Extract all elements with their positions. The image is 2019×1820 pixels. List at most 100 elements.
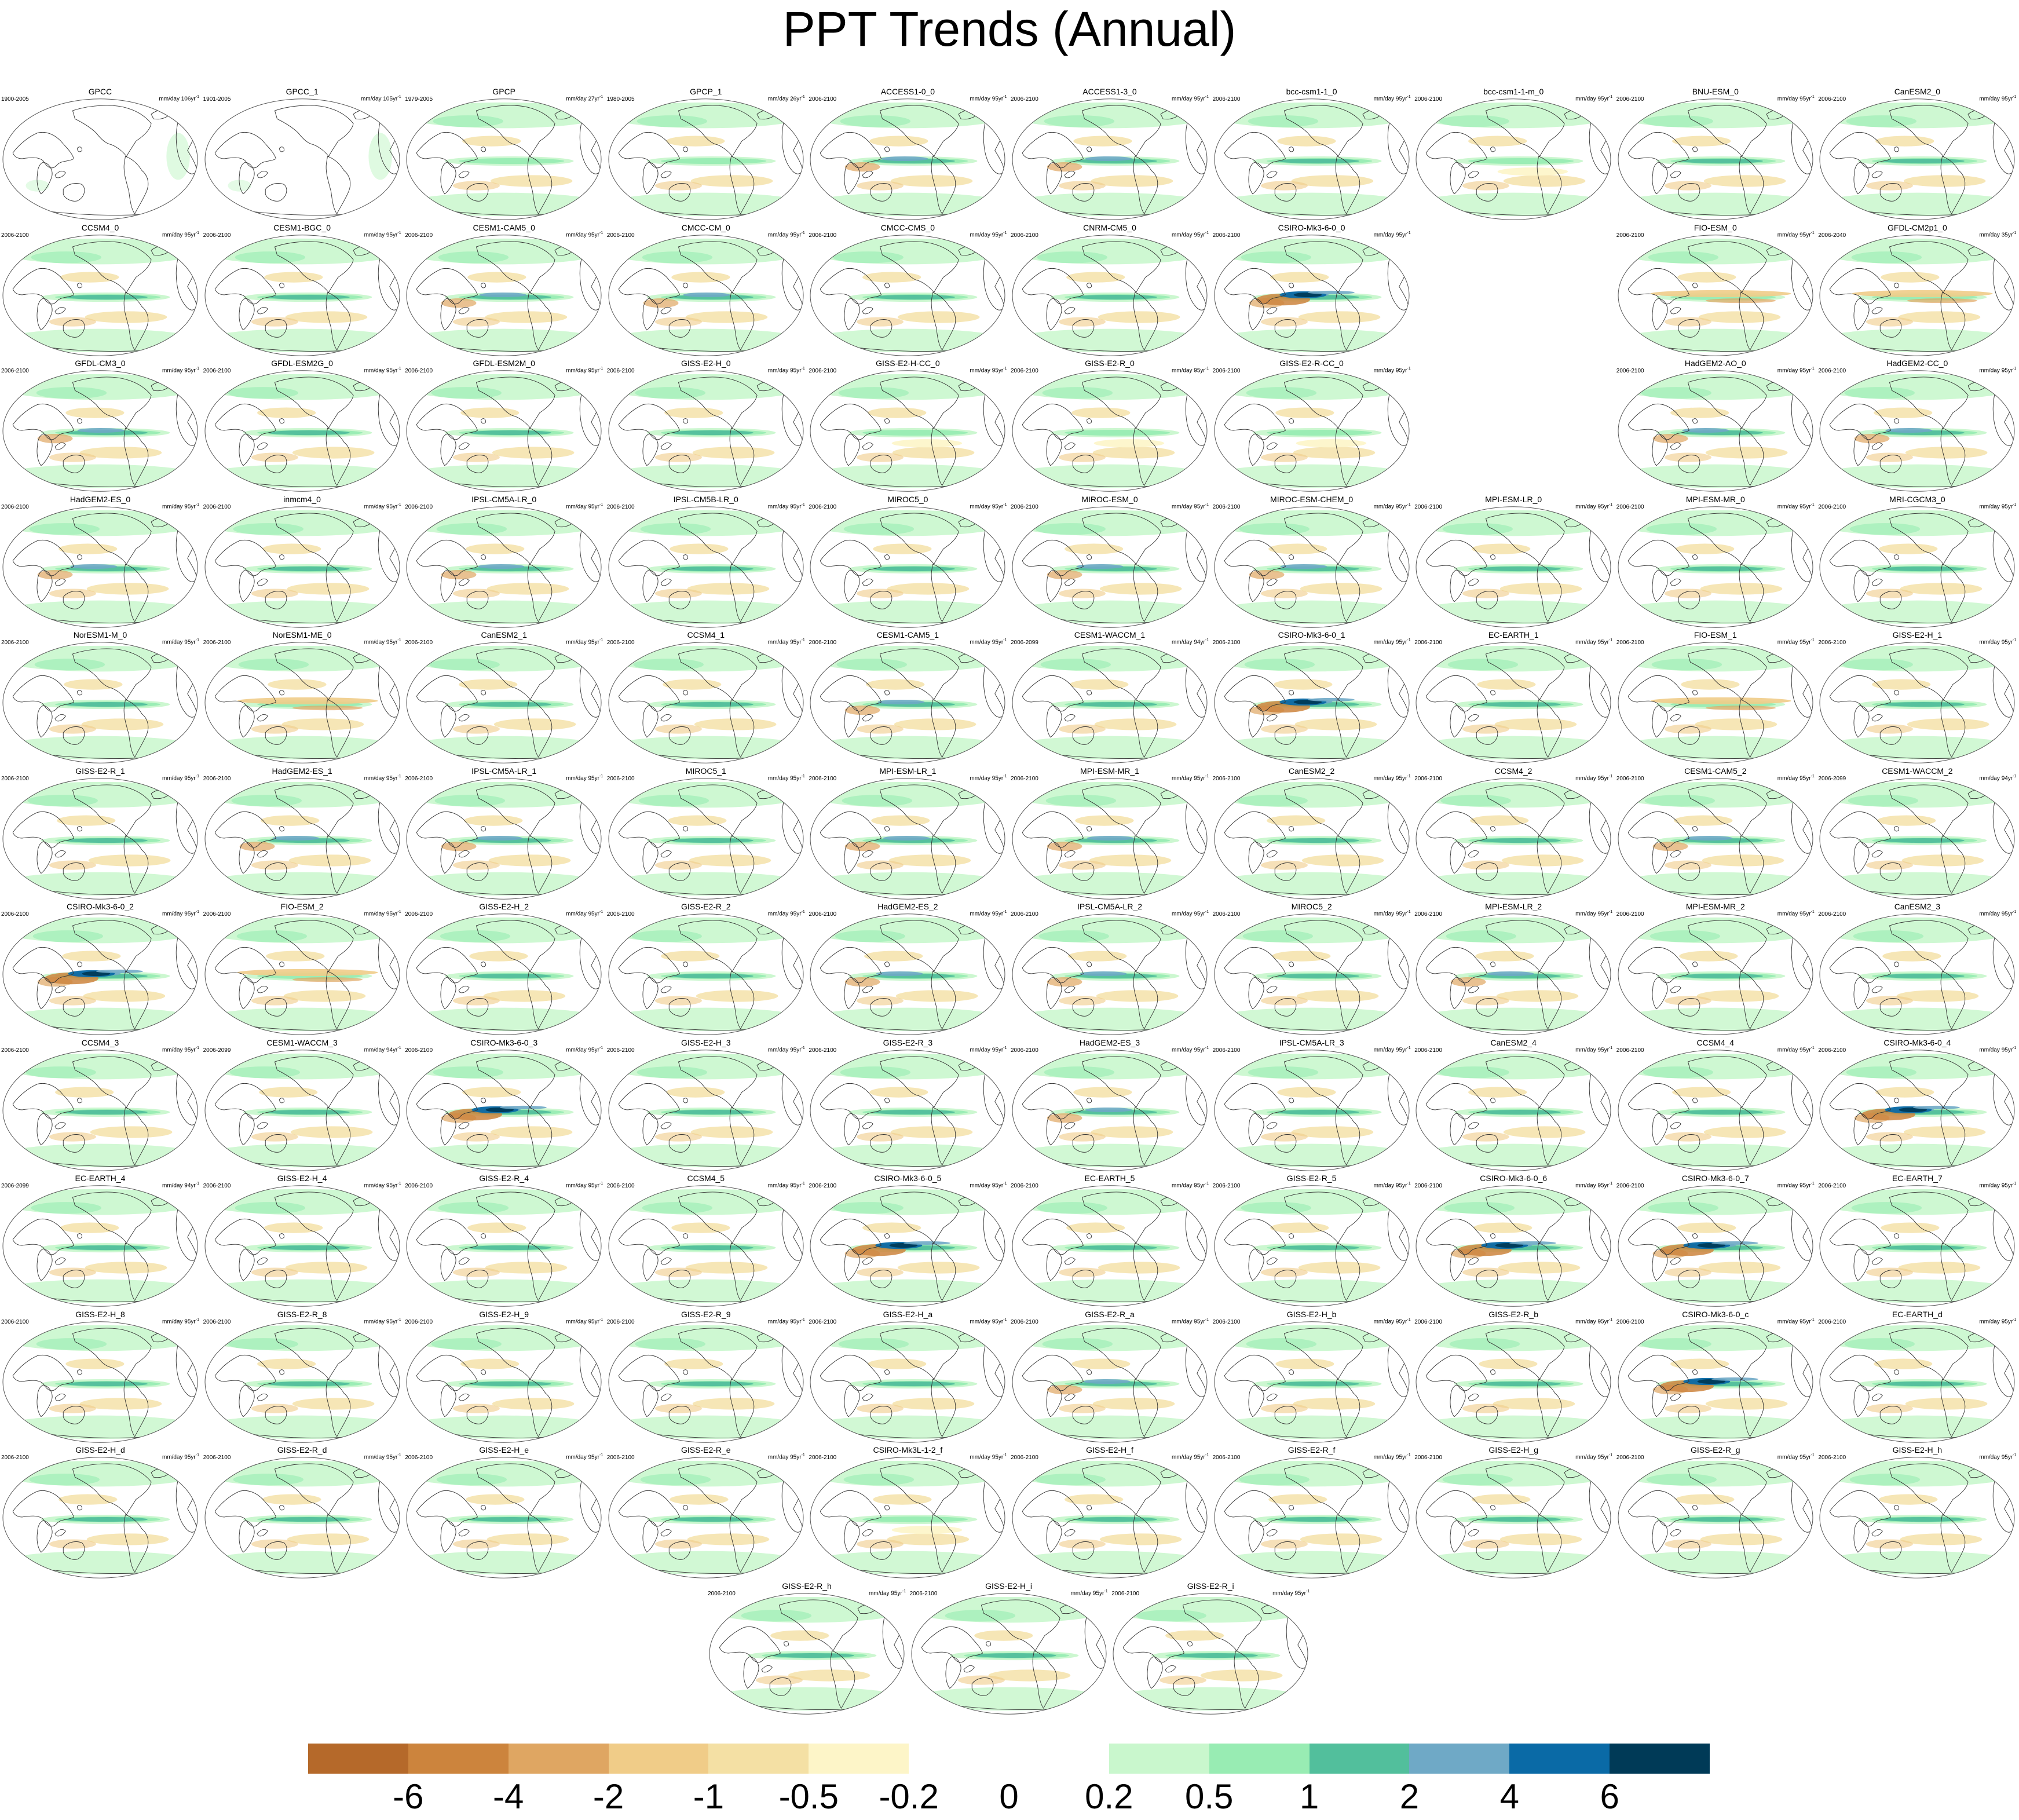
map-panel: inmcm4_0 2006-2100 mm/day 95yr-1: [202, 495, 403, 629]
panel-title: CSIRO-Mk3-6-0_6: [1480, 1174, 1548, 1183]
panel-period: 2006-2100: [203, 503, 231, 510]
panel-units: mm/day 95yr-1: [1979, 94, 2016, 103]
panel-period: 2006-2100: [809, 639, 837, 646]
precip-trend-map: [1618, 1185, 1813, 1307]
panel-period: 2006-2100: [203, 639, 231, 646]
panel-period: 2006-2100: [405, 775, 433, 782]
panel-units-exponent: -1: [801, 367, 805, 371]
map-panel: GISS-E2-H_1 2006-2100 mm/day 95yr-1: [1817, 630, 2017, 765]
colorbar-swatch: [1610, 1744, 1710, 1774]
panel-period: 1900-2005: [1, 96, 29, 103]
precip-trend-map: [1214, 1049, 1410, 1171]
panel-units-exponent: -1: [1810, 774, 1815, 779]
panel-units-exponent: -1: [397, 1317, 401, 1322]
colorbar-swatch: [708, 1744, 809, 1774]
panel-units: mm/day 95yr-1: [566, 909, 603, 918]
panel-units-text: mm/day 95yr: [1373, 503, 1407, 510]
panel-title: CSIRO-Mk3-6-0_4: [1883, 1037, 1951, 1047]
panel-units: mm/day 95yr-1: [970, 1181, 1007, 1189]
panel-period: 2006-2100: [1616, 368, 1644, 374]
map-panel: GPCC_1 1901-2005 mm/day 105yr-1: [202, 87, 403, 221]
colorbar-swatch: [1009, 1744, 1110, 1774]
panel-period: 2006-2100: [909, 1590, 938, 1597]
precip-trend-map: [1012, 642, 1208, 763]
panel-units: mm/day 106yr-1: [159, 94, 199, 103]
panel-title: inmcm4_0: [283, 494, 321, 504]
panel-units-text: mm/day 95yr: [1373, 96, 1407, 103]
map-panel: CCSM4_2 2006-2100 mm/day 95yr-1: [1413, 766, 1614, 901]
panel-units-exponent: -1: [195, 638, 199, 642]
panel-title: GISS-E2-R_9: [681, 1309, 731, 1319]
panel-units: mm/day 95yr-1: [970, 1317, 1007, 1325]
panel-units-text: mm/day 95yr: [1373, 911, 1407, 918]
panel-units: mm/day 95yr-1: [1374, 1181, 1411, 1189]
panel-title: GISS-E2-R_1: [75, 766, 125, 776]
panel-units: mm/day 95yr-1: [768, 230, 805, 239]
map-panel: GISS-E2-R_9 2006-2100 mm/day 95yr-1: [606, 1310, 806, 1444]
panel-units: mm/day 95yr-1: [768, 366, 805, 374]
colorbar-tick-label: 1: [1299, 1777, 1319, 1816]
map-panel: GISS-E2-R_4 2006-2100 mm/day 95yr-1: [404, 1174, 604, 1308]
panel-units: mm/day 95yr-1: [1777, 366, 1815, 374]
panel-title: MPI-ESM-LR_0: [1485, 494, 1542, 504]
precip-trend-map: [608, 370, 804, 492]
map-panel: MPI-ESM-LR_1 2006-2100 mm/day 95yr-1: [807, 766, 1008, 901]
precip-trend-map: [1012, 370, 1208, 492]
panel-units-exponent: -1: [1003, 1317, 1007, 1322]
panel-period: 2006-2100: [1818, 1454, 1846, 1461]
panel-title: EC-EARTH_d: [1892, 1309, 1943, 1319]
panel-period: 2006-2100: [1212, 503, 1241, 510]
panel-units: mm/day 105yr-1: [361, 94, 401, 103]
panel-units: mm/day 95yr-1: [1172, 1181, 1209, 1189]
panel-title: EC-EARTH_7: [1892, 1174, 1943, 1183]
precip-trend-map: [1214, 913, 1410, 1035]
panel-period: 2006-2100: [1616, 1454, 1644, 1461]
colorbar-swatch: [1509, 1744, 1610, 1774]
precip-trend-map: [1819, 1185, 2015, 1307]
panel-units: mm/day 95yr-1: [162, 1317, 199, 1325]
panel-units-exponent: -1: [801, 638, 805, 642]
panel-units: mm/day 95yr-1: [1575, 637, 1612, 646]
panel-units-exponent: -1: [1003, 638, 1007, 642]
precip-trend-map: [1416, 642, 1611, 763]
panel-units-text: mm/day 95yr: [1979, 503, 2013, 510]
panel-units-text: mm/day 94yr: [1979, 774, 2013, 781]
panel-period: 2006-2100: [203, 232, 231, 239]
panel-units-text: mm/day 95yr: [1777, 1318, 1811, 1325]
precip-trend-map: [2, 1321, 198, 1443]
panel-units: mm/day 95yr-1: [768, 773, 805, 782]
panel-period: 2006-2100: [1, 639, 29, 646]
panel-period: 2006-2100: [1414, 503, 1443, 510]
panel-title: GFDL-CM2p1_0: [1888, 222, 1947, 232]
panel-units: mm/day 95yr-1: [566, 1045, 603, 1054]
precip-trend-map: [1618, 1049, 1813, 1171]
panel-units-exponent: -1: [902, 1589, 906, 1594]
panel-units: mm/day 95yr-1: [1374, 230, 1411, 239]
precip-trend-map: [1618, 234, 1813, 356]
panel-title: GFDL-ESM2M_0: [473, 359, 535, 368]
panel-period: 2006-2100: [203, 911, 231, 918]
panel-units-exponent: -1: [801, 1046, 805, 1050]
panel-units-exponent: -1: [2013, 774, 2017, 779]
colorbar-tick-label: -0.2: [879, 1777, 939, 1816]
panel-title: HadGEM2-ES_1: [272, 766, 332, 776]
map-panel: GISS-E2-H_9 2006-2100 mm/day 95yr-1: [404, 1310, 604, 1444]
colorbar-tick-label: 0: [999, 1777, 1019, 1816]
precip-trend-map: [1214, 642, 1410, 763]
colorbar: -6 -4 -2 -1 -0.5 -0.2 0 0.2 0.5 1 2 4 6: [308, 1744, 1710, 1816]
panel-units-exponent: -1: [2013, 95, 2017, 99]
map-panel: CMCC-CMS_0 2006-2100 mm/day 95yr-1: [807, 223, 1008, 357]
panel-units-exponent: -1: [195, 231, 199, 235]
precip-trend-map: [2, 506, 198, 628]
panel-units-exponent: -1: [2013, 1046, 2017, 1050]
precip-trend-map: [810, 1457, 1005, 1578]
panel-units-exponent: -1: [195, 774, 199, 779]
panel-period: 2006-2100: [606, 232, 635, 239]
precip-trend-map: [1819, 777, 2015, 900]
panel-units: mm/day 94yr-1: [1172, 637, 1209, 646]
panel-units-exponent: -1: [1810, 1317, 1815, 1322]
panel-units-exponent: -1: [801, 774, 805, 779]
panel-units-text: mm/day 95yr: [1171, 367, 1205, 374]
map-panel: GISS-E2-R_3 2006-2100 mm/day 95yr-1: [807, 1038, 1008, 1172]
panel-units: mm/day 95yr-1: [1172, 230, 1209, 239]
